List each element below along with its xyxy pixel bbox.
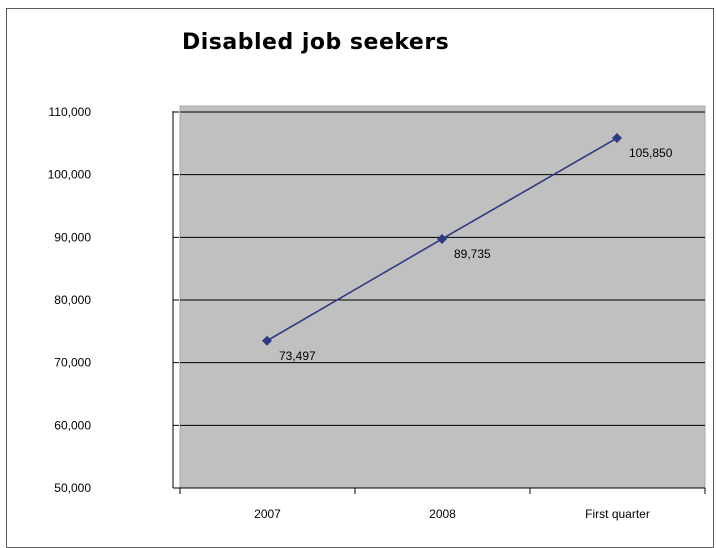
data-labels: 73,497 89,735 105,850	[279, 146, 673, 363]
data-point-marker	[262, 335, 272, 346]
data-point-marker	[437, 233, 447, 244]
axes	[172, 111, 706, 494]
y-tick-label: 70,000	[54, 356, 91, 370]
y-tick-label: 80,000	[54, 293, 91, 307]
data-label: 73,497	[279, 349, 316, 363]
gridlines	[180, 111, 705, 426]
x-tick-label: 2008	[429, 507, 456, 521]
y-tick-label: 100,000	[48, 168, 92, 182]
y-axis-tick-labels: 50,000 60,000 70,000 80,000 90,000 100,000 110…	[48, 105, 92, 495]
y-tick-label: 60,000	[54, 418, 91, 432]
chart-title: Disabled job seekers	[182, 30, 450, 55]
x-axis-tick-labels: 2007 2008 First quarter	[254, 507, 650, 521]
data-point-marker	[612, 133, 622, 144]
x-tick-label: 2007	[254, 507, 281, 521]
data-label: 105,850	[629, 146, 673, 160]
plot-area	[179, 105, 706, 489]
line-chart: 50,000 60,000 70,000 80,000 90,000 100,000 110…	[48, 105, 706, 521]
y-tick-label: 50,000	[54, 481, 91, 495]
x-tick-label: First quarter	[585, 507, 650, 521]
series-line	[262, 133, 622, 346]
y-tick-label: 110,000	[49, 105, 92, 119]
y-tick-label: 90,000	[54, 230, 91, 244]
data-label: 89,735	[454, 247, 491, 261]
